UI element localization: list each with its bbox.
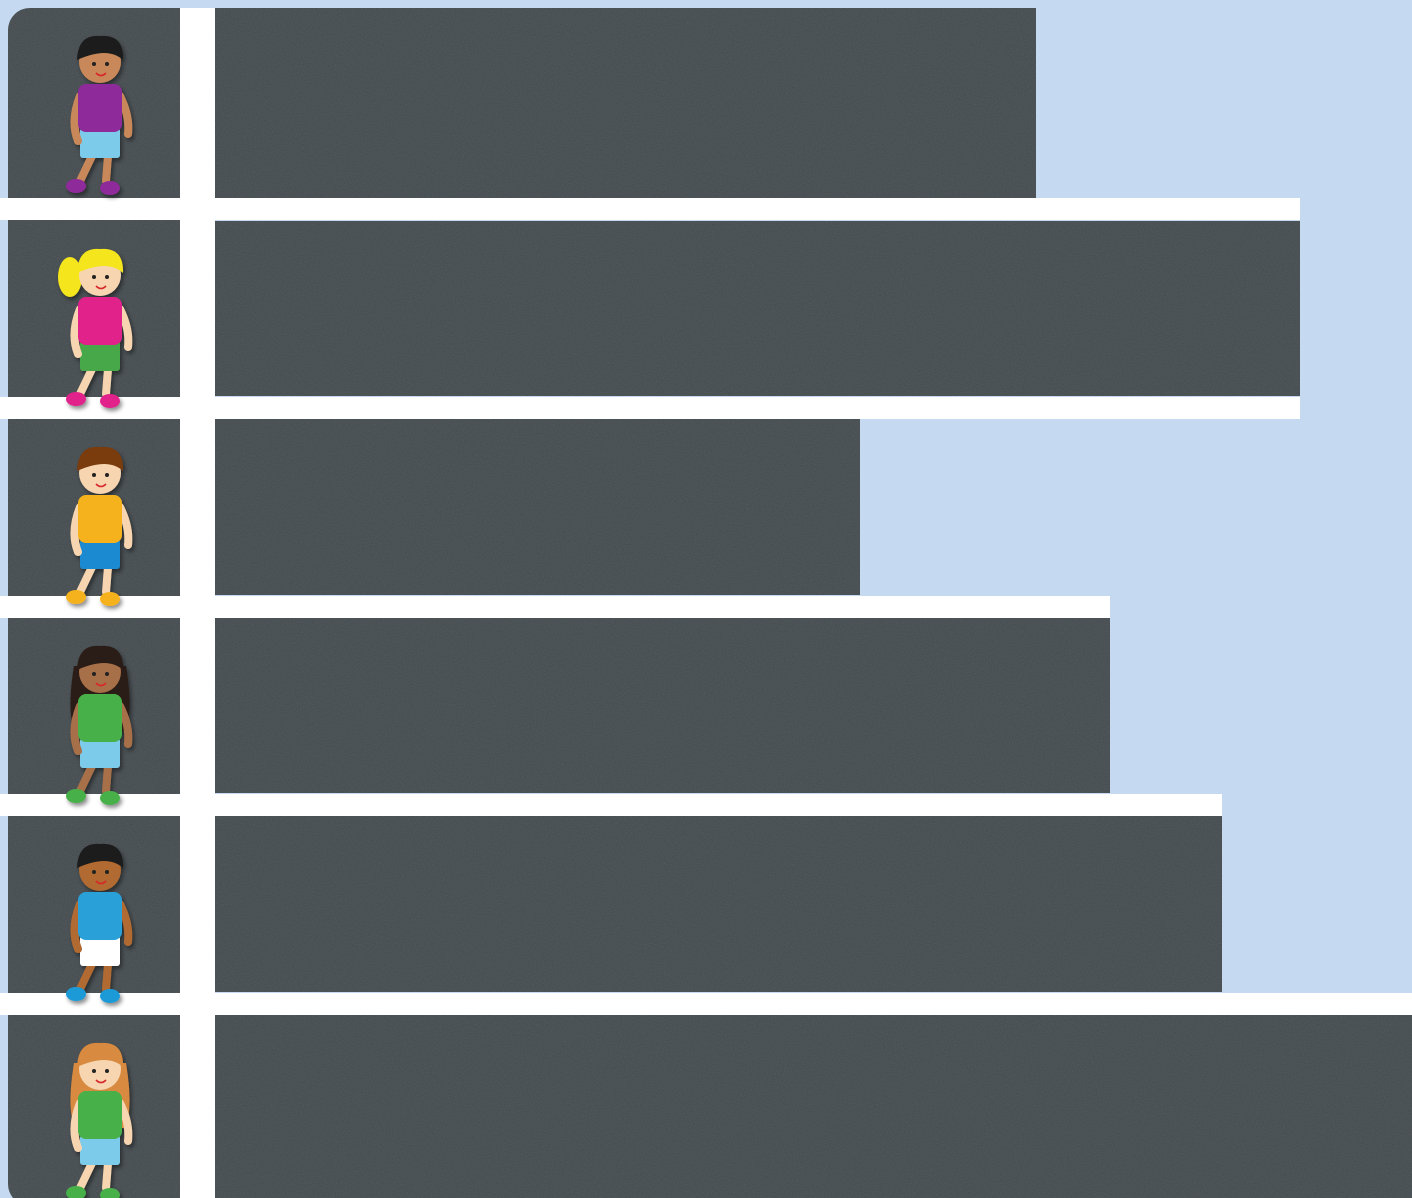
character-shoe bbox=[100, 791, 120, 805]
character-hair bbox=[77, 446, 124, 471]
character bbox=[66, 645, 133, 805]
character-shorts bbox=[80, 539, 120, 569]
character-shoe bbox=[66, 1186, 86, 1198]
character-eye bbox=[105, 672, 109, 676]
character-hair bbox=[77, 248, 124, 273]
character-shirt bbox=[78, 892, 122, 940]
character-shoe bbox=[66, 392, 86, 406]
character-hair bbox=[77, 35, 124, 60]
character bbox=[66, 446, 133, 606]
bar-track bbox=[200, 1015, 1412, 1198]
character-shorts bbox=[80, 936, 120, 966]
character-legs bbox=[76, 1159, 112, 1192]
character-shorts bbox=[80, 738, 120, 768]
character-eye bbox=[105, 473, 109, 477]
character-shorts bbox=[80, 341, 120, 371]
character-legs bbox=[76, 563, 112, 596]
character-shirt bbox=[78, 694, 122, 742]
character-eye bbox=[92, 870, 96, 874]
character-eye bbox=[92, 62, 96, 66]
divider-horizontal bbox=[0, 794, 1222, 816]
character-eye bbox=[105, 62, 109, 66]
character bbox=[58, 248, 133, 408]
character-shorts bbox=[80, 128, 120, 158]
character-ponytail bbox=[58, 257, 82, 297]
bar-track bbox=[200, 816, 1222, 992]
character-legs bbox=[76, 152, 112, 185]
divider-horizontal bbox=[0, 596, 1110, 618]
character-legs bbox=[76, 960, 112, 993]
character-smile bbox=[95, 682, 107, 687]
character-shoe bbox=[66, 789, 86, 803]
character-shoe bbox=[100, 989, 120, 1003]
character-shoe bbox=[66, 179, 86, 193]
character-eye bbox=[92, 275, 96, 279]
divider-horizontal bbox=[0, 198, 1300, 220]
character-shoe bbox=[66, 590, 86, 604]
character-eye bbox=[92, 672, 96, 676]
character-shorts bbox=[80, 1135, 120, 1165]
character-shirt bbox=[78, 1091, 122, 1139]
character-hair bbox=[77, 1042, 124, 1067]
character-shoe bbox=[100, 394, 120, 408]
divider-horizontal bbox=[0, 993, 1412, 1015]
bar-track bbox=[200, 8, 1036, 198]
character-shoe bbox=[100, 181, 120, 195]
character-smile bbox=[95, 880, 107, 885]
bar-track bbox=[200, 618, 1110, 793]
character-eye bbox=[92, 473, 96, 477]
character-shirt bbox=[78, 495, 122, 543]
character-shirt bbox=[78, 84, 122, 132]
character bbox=[66, 843, 133, 1003]
character-smile bbox=[95, 285, 107, 290]
divider-horizontal bbox=[0, 397, 1300, 419]
character-shoe bbox=[100, 592, 120, 606]
character-legs bbox=[76, 365, 112, 398]
character bbox=[66, 35, 133, 195]
character-smile bbox=[95, 483, 107, 488]
character-eye bbox=[105, 1069, 109, 1073]
character-shirt bbox=[78, 297, 122, 345]
bar-track bbox=[200, 221, 1300, 396]
character-eye bbox=[105, 870, 109, 874]
character-eye bbox=[105, 275, 109, 279]
character-legs bbox=[76, 762, 112, 795]
character-shoe bbox=[66, 987, 86, 1001]
character-smile bbox=[95, 72, 107, 77]
character bbox=[66, 1042, 133, 1198]
character-shoe bbox=[100, 1188, 120, 1198]
character-hair bbox=[77, 843, 124, 868]
bar-track bbox=[200, 419, 860, 595]
character-smile bbox=[95, 1079, 107, 1084]
character-hair bbox=[77, 645, 124, 670]
character-eye bbox=[92, 1069, 96, 1073]
